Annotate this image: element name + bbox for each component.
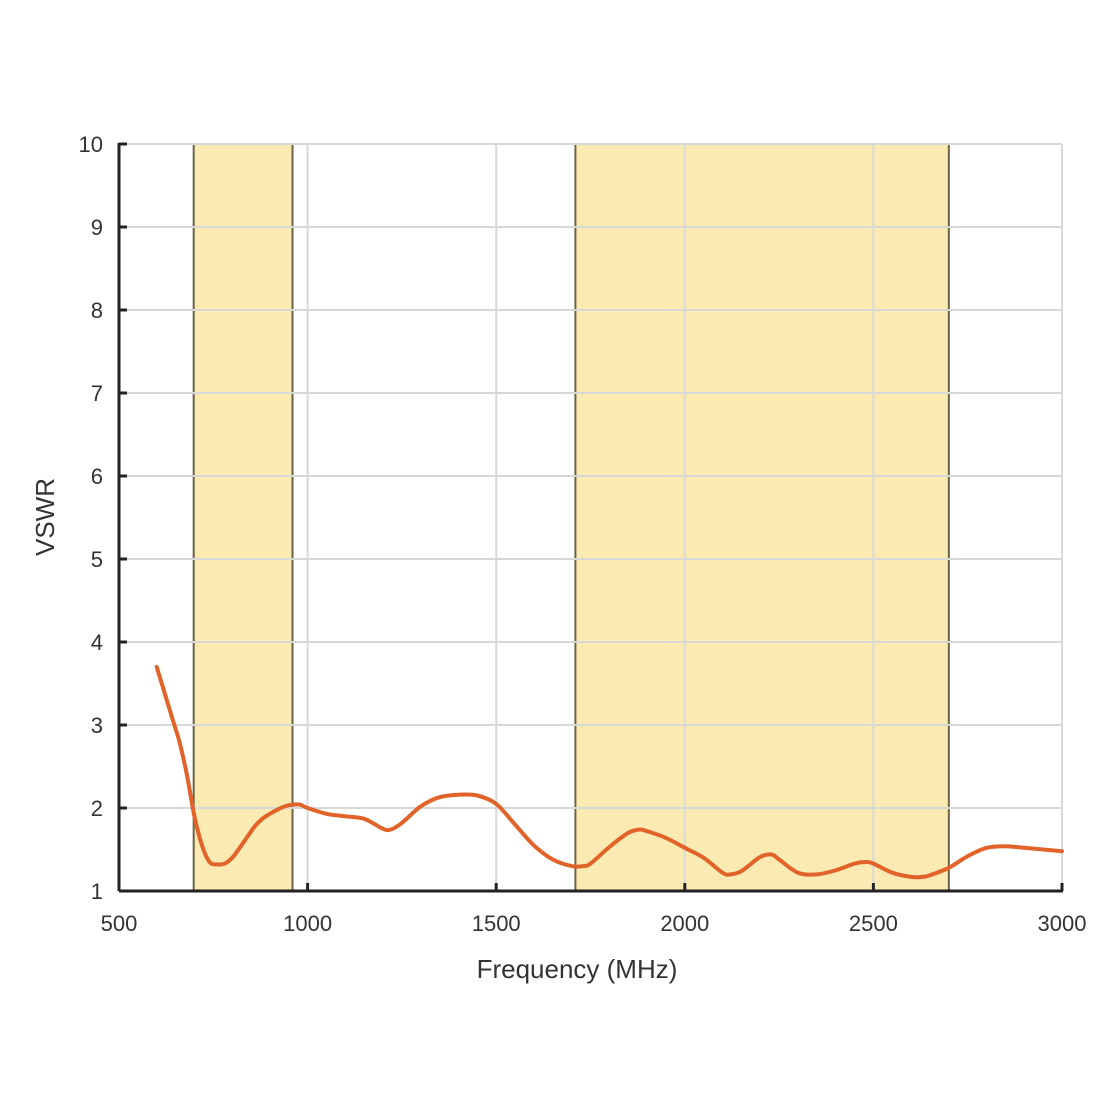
tick-labels: 500 1000 1500 2000 2500 3000 1 2 3 4 5 6 7 8 9 10 [79,132,1087,936]
series-layer [154,664,1064,880]
y-tick-label-10: 10 [79,132,103,157]
y-tick-label-4: 4 [91,630,103,655]
x-axis-title: Frequency (MHz) [477,954,678,984]
x-tick-label-2500: 2500 [849,911,898,936]
y-tick-label-7: 7 [91,381,103,406]
y-tick-label-3: 3 [91,713,103,738]
x-tick-label-1000: 1000 [283,911,332,936]
band-2 [575,144,949,891]
band-1 [193,144,293,891]
x-tick-label-3000: 3000 [1038,911,1087,936]
y-axis-title: VSWR [30,478,60,556]
x-tick-label-500: 500 [101,911,138,936]
x-tick-label-1500: 1500 [472,911,521,936]
y-tick-label-5: 5 [91,547,103,572]
y-tick-label-1: 1 [91,879,103,904]
grid-lines [119,143,1063,891]
y-tick-label-6: 6 [91,464,103,489]
y-tick-label-9: 9 [91,215,103,240]
series-line-1 [154,664,1064,880]
y-tick-label-8: 8 [91,298,103,323]
y-tick-label-2: 2 [91,796,103,821]
axes [117,142,1064,893]
x-tick-label-2000: 2000 [660,911,709,936]
